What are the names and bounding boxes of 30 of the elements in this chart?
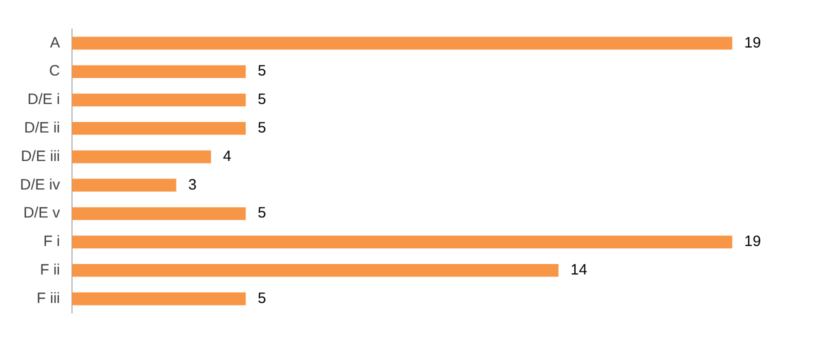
y-tick-label: D/E iii: [20, 148, 60, 165]
data-label: 4: [223, 148, 232, 165]
bar: [72, 264, 558, 277]
bar: [72, 150, 212, 164]
bar: [72, 292, 246, 306]
data-label: 5: [258, 91, 266, 108]
y-tick-label: F i: [43, 233, 60, 250]
y-tick-label: D/E ii: [24, 120, 60, 137]
data-label: 5: [258, 290, 266, 307]
data-label: 5: [258, 62, 266, 80]
y-tick-label: D/E i: [27, 91, 60, 108]
data-label: 19: [744, 34, 761, 52]
y-tick-label: A: [50, 34, 60, 52]
y-tick-label: F iii: [36, 290, 60, 307]
bar: [72, 122, 246, 135]
bar: [72, 207, 246, 220]
y-tick-label: D/E v: [23, 204, 60, 222]
y-tick-label: F ii: [40, 262, 60, 279]
data-label: 5: [258, 204, 266, 222]
bar: [72, 236, 732, 248]
data-label: 19: [744, 233, 761, 250]
y-tick-label: C: [49, 62, 60, 80]
data-label: 5: [258, 120, 266, 137]
y-tick-label: D/E iv: [20, 176, 60, 194]
bar: [72, 178, 176, 192]
data-label: 14: [570, 262, 588, 279]
data-label: 3: [188, 176, 197, 194]
bar: [72, 65, 246, 78]
bar: [72, 36, 732, 50]
bar: [72, 94, 246, 106]
